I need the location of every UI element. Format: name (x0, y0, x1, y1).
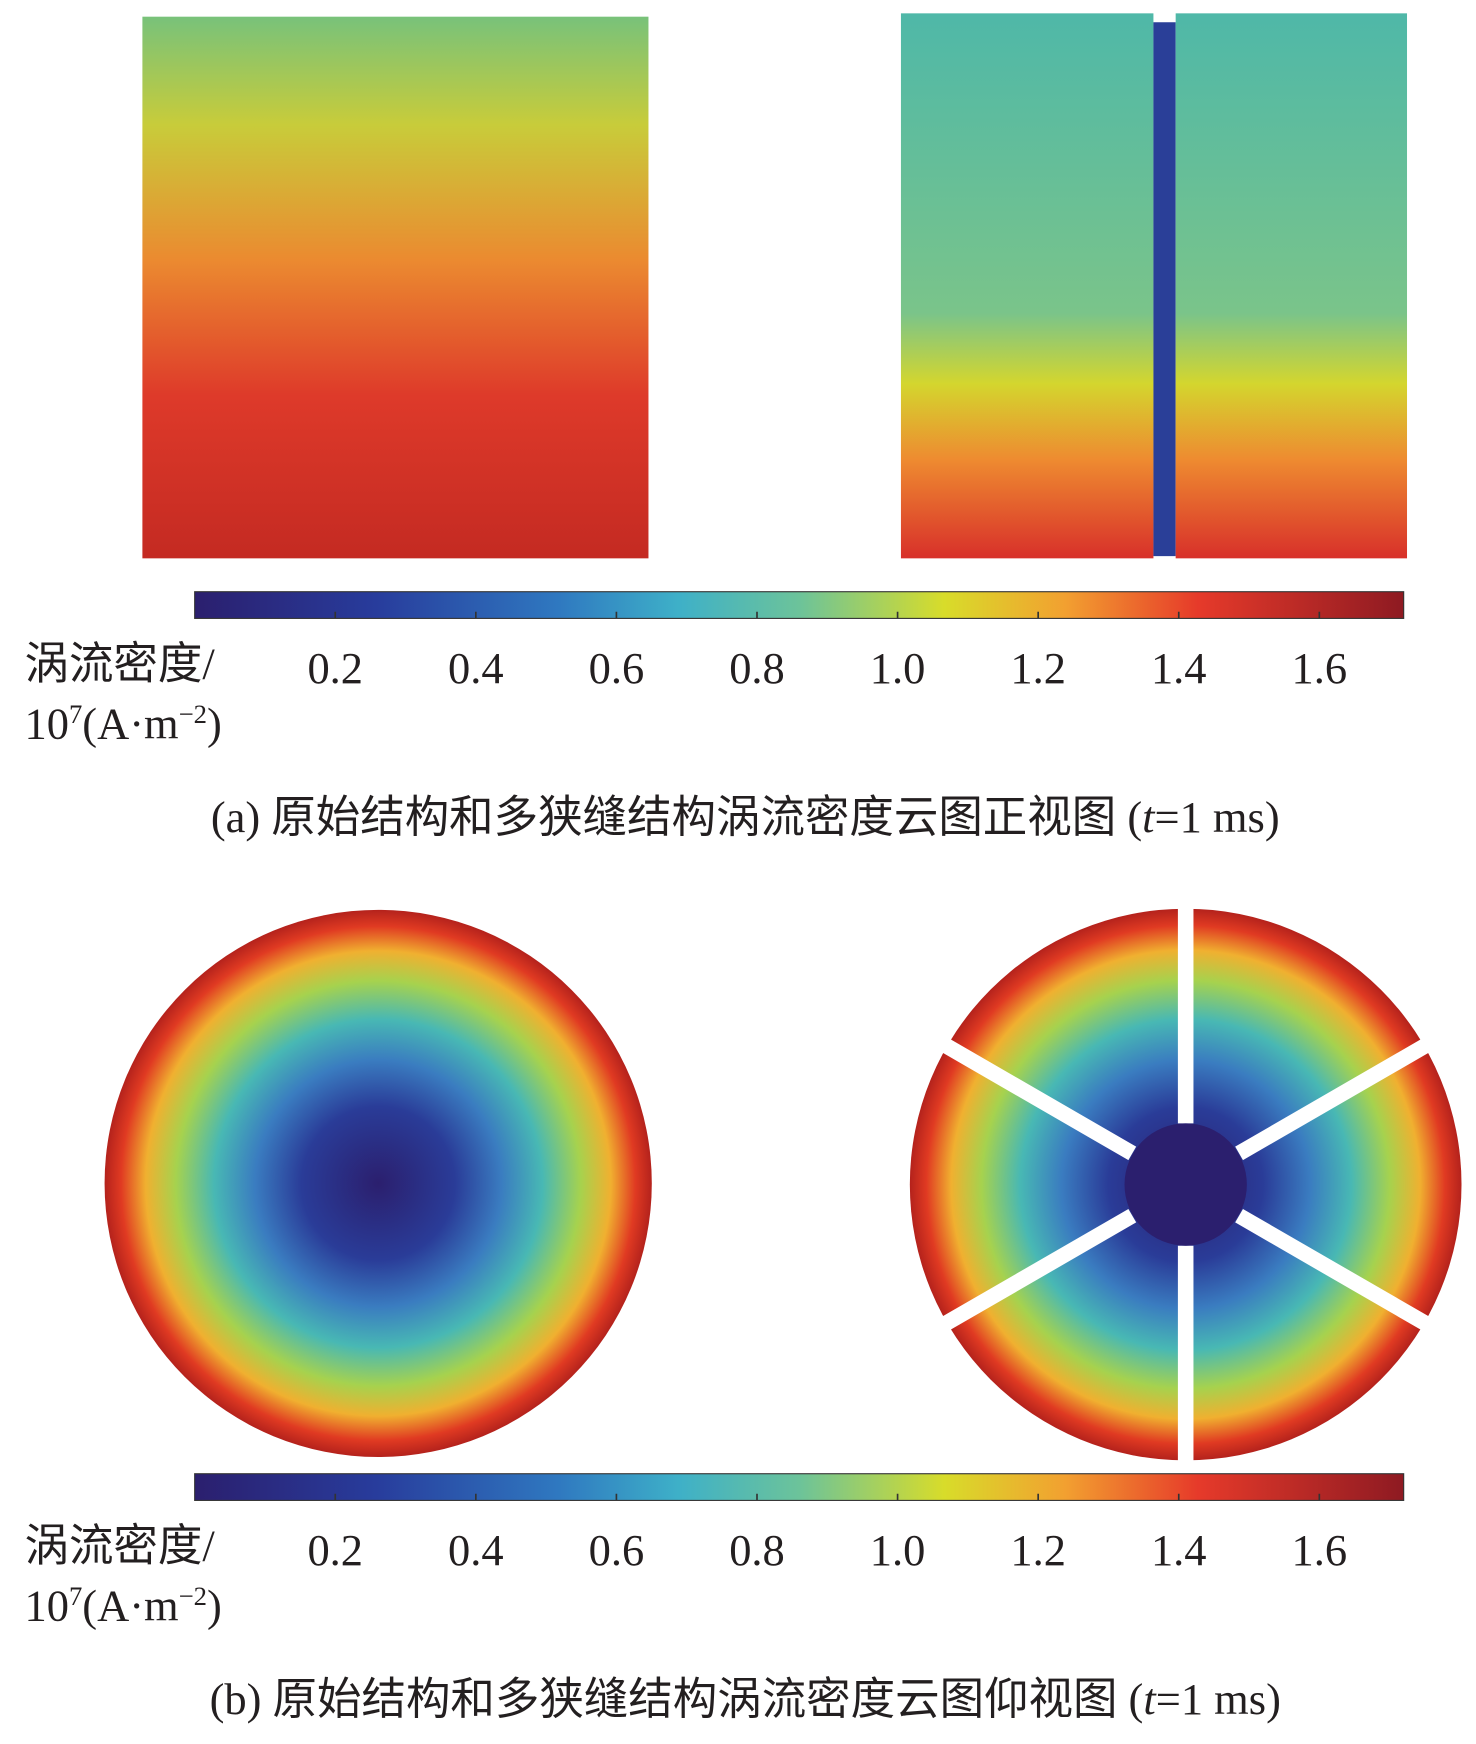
cylinder-slit-left (900, 13, 1154, 559)
caption: (b) 原始结构和多狭缝结构涡流密度云图仰视图 (t=1 ms) (210, 1674, 1281, 1724)
unit-exp: −2 (179, 699, 207, 729)
colorbar-tick-label: 0.4 (448, 643, 504, 693)
cylinder-original (142, 16, 649, 559)
colorbar-tick-label: 0.2 (307, 643, 363, 693)
colorbar (194, 591, 1405, 619)
caption-text: =1 ms) (1154, 792, 1279, 842)
colorbar-unit: 107(A·m−2) (24, 699, 221, 749)
colorbar-tick-label: 1.2 (1010, 643, 1066, 693)
colorbar-tick-label: 1.4 (1151, 1525, 1207, 1575)
caption-text: (a) 原始结构和多狭缝结构涡流密度云图正视图 ( (211, 792, 1142, 842)
unit-exp: −2 (179, 1581, 207, 1611)
unit: (A·m (82, 1581, 178, 1631)
colorbar-tick-label: 1.6 (1292, 1525, 1348, 1575)
colorbar-label: 涡流密度/ (24, 638, 215, 688)
colorbar-tick-label: 1.0 (870, 643, 926, 693)
colorbar-tick-label: 0.8 (729, 643, 785, 693)
unit: (A·m (82, 699, 178, 749)
unit-exp: 7 (69, 1581, 82, 1611)
colorbar-tick-label: 0.2 (307, 1525, 363, 1575)
colorbar-tick-label: 1.4 (1151, 643, 1207, 693)
unit-close: ) (207, 699, 222, 749)
caption-italic: t (1143, 1674, 1157, 1724)
unit-close: ) (207, 1581, 222, 1631)
colorbar (194, 1473, 1405, 1501)
colorbar-tick-label: 1.6 (1292, 643, 1348, 693)
colorbar-tick-label: 0.4 (448, 1525, 504, 1575)
colorbar-label: 涡流密度/ (24, 1520, 215, 1570)
colorbar-unit: 107(A·m−2) (24, 1581, 221, 1631)
colorbar-tick-label: 1.0 (870, 1525, 926, 1575)
cylinder-slit-right (1175, 13, 1408, 559)
disk-original (104, 909, 652, 1458)
colorbar-tick-label: 1.2 (1010, 1525, 1066, 1575)
caption: (a) 原始结构和多狭缝结构涡流密度云图正视图 (t=1 ms) (211, 792, 1280, 842)
caption-text: =1 ms) (1156, 1674, 1281, 1724)
colorbar-tick-label: 0.6 (589, 1525, 645, 1575)
slit (1153, 22, 1176, 557)
colorbar-tick-label: 0.8 (729, 1525, 785, 1575)
unit-exp: 7 (69, 699, 82, 729)
unit-base: 10 (24, 1581, 68, 1631)
caption-text: (b) 原始结构和多狭缝结构涡流密度云图仰视图 ( (210, 1674, 1144, 1724)
disk-slit (909, 900, 1462, 1469)
colorbar-tick-label: 0.6 (589, 643, 645, 693)
caption-italic: t (1142, 792, 1156, 842)
unit-base: 10 (24, 699, 68, 749)
